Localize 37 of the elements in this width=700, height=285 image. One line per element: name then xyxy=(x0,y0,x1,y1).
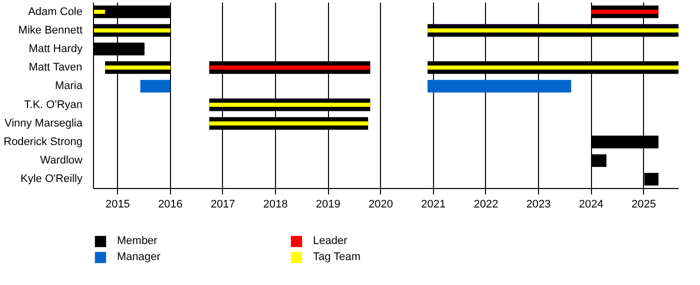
bar xyxy=(140,80,170,93)
x-tick-label: 2023 xyxy=(526,198,551,210)
x-tick-label: 2015 xyxy=(105,198,130,210)
bar xyxy=(428,66,678,70)
x-tick-label: 2018 xyxy=(263,198,288,210)
legend-label: Tag Team xyxy=(313,251,362,263)
x-tick-label: 2021 xyxy=(421,198,446,210)
bar xyxy=(209,121,368,126)
bar xyxy=(428,80,572,93)
x-tick-label: 2020 xyxy=(368,198,393,210)
legend-label: Leader xyxy=(313,235,348,247)
bar xyxy=(105,66,170,70)
y-tick-label: Matt Hardy xyxy=(28,43,83,55)
y-tick-label: Matt Taven xyxy=(28,62,82,74)
legend-label: Manager xyxy=(117,251,162,263)
y-tick-label: Kyle O'Reilly xyxy=(20,173,83,186)
x-tick-label: 2022 xyxy=(474,198,498,210)
bar xyxy=(209,102,370,107)
y-tick-label: Mike Bennett xyxy=(18,24,82,36)
x-tick-label: 2025 xyxy=(632,198,656,210)
legend-label: Member xyxy=(117,235,158,247)
y-tick-label: T.K. O'Ryan xyxy=(24,98,83,111)
bar xyxy=(591,10,659,14)
y-tick-label: Maria xyxy=(54,80,84,92)
bar xyxy=(428,28,678,32)
x-tick-label: 2016 xyxy=(158,198,183,210)
bar xyxy=(591,154,606,167)
y-tick-label: Vinny Marseglia xyxy=(4,117,84,130)
bar xyxy=(94,28,170,32)
y-tick-label: Roderick Strong xyxy=(4,136,83,148)
x-tick-label: 2024 xyxy=(578,198,604,210)
y-tick-label: Wardlow xyxy=(40,154,83,167)
bar xyxy=(94,10,106,14)
y-tick-label: Adam Cole xyxy=(28,6,83,18)
x-tick-label: 2017 xyxy=(210,198,236,210)
x-tick-label: 2019 xyxy=(316,198,340,210)
bar xyxy=(209,66,370,70)
